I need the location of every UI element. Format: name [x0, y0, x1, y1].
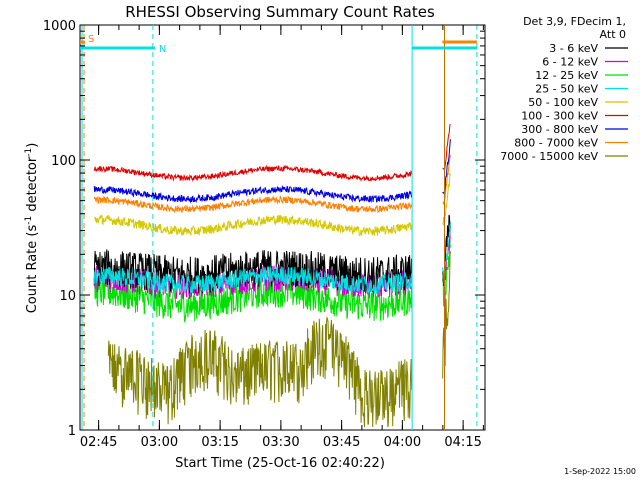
- x-tick-label: 03:00: [141, 435, 178, 450]
- x-axis-ticks: 02:45 03:00 03:15 03:30 03:45 04:00 04:15: [80, 25, 484, 450]
- x-tick-label: 02:45: [80, 435, 117, 450]
- y-tick-label: 1000: [43, 19, 76, 34]
- series-trace-3: [93, 221, 451, 295]
- legend-label: 800 - 7000 keV: [514, 137, 598, 150]
- series-trace-5: [93, 123, 451, 183]
- legend-header-line-2: Att 0: [600, 28, 626, 41]
- legend-label: 3 - 6 keV: [549, 42, 598, 55]
- y-tick-label: 100: [51, 154, 76, 169]
- footer-timestamp: 1-Sep-2022 15:00: [564, 467, 636, 476]
- legend-label: 50 - 100 keV: [528, 96, 598, 109]
- legend-label: 300 - 800 keV: [521, 123, 598, 136]
- legend-label: 25 - 50 keV: [535, 83, 598, 96]
- y-tick-label: 10: [59, 289, 76, 304]
- plot-frame: [79, 24, 486, 431]
- x-tick-label: 04:00: [384, 435, 421, 450]
- x-tick-label: 03:15: [201, 435, 238, 450]
- series-trace-4: [93, 172, 451, 237]
- x-axis-label: Start Time (25-Oct-16 02:40:22): [175, 456, 385, 471]
- y-tick-label: 1: [68, 424, 76, 439]
- marker-label: N: [159, 44, 166, 55]
- marker-label: S: [88, 34, 94, 45]
- chart-title: RHESSI Observing Summary Count Rates: [125, 3, 435, 21]
- legend-label: 12 - 25 keV: [535, 69, 598, 82]
- series-trace-7: [93, 154, 451, 214]
- legend-label: 100 - 300 keV: [521, 110, 598, 123]
- legend-header-line-1: Det 3,9, FDecim 1,: [523, 15, 626, 28]
- legend-label: 7000 - 15000 keV: [500, 150, 598, 163]
- x-tick-label: 03:45: [323, 435, 360, 450]
- x-tick-label: 04:15: [444, 435, 481, 450]
- series-layer: [93, 123, 451, 428]
- y-axis-ticks: 1 10 100 1000: [43, 19, 485, 439]
- plot-border: [79, 24, 486, 431]
- legend-label: 6 - 12 keV: [542, 56, 598, 69]
- overlay-layer: SN: [80, 25, 478, 430]
- x-tick-label: 03:30: [262, 435, 299, 450]
- series-trace-6: [93, 139, 451, 204]
- y-axis-label: Count Rate (s-1 detector-1): [24, 143, 40, 314]
